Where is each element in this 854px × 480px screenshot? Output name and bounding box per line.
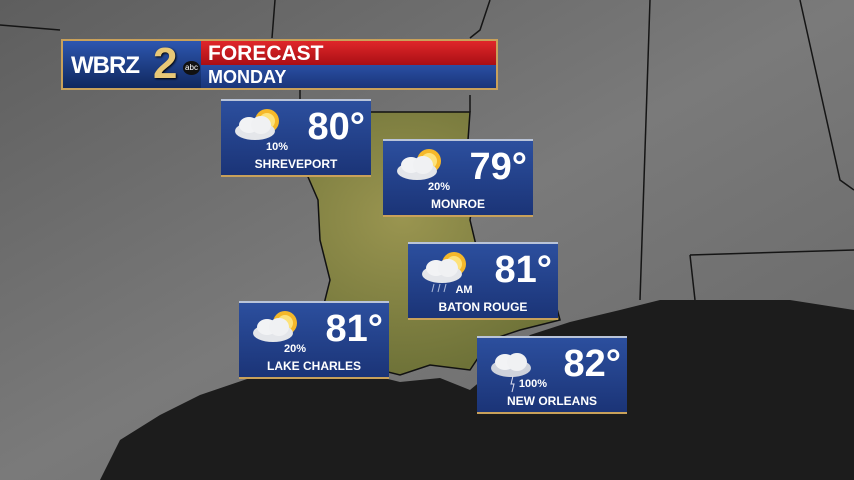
precip-chance: 100% <box>518 378 548 390</box>
temperature: 80° <box>307 106 365 148</box>
precip-chance: AM <box>455 284 473 296</box>
forecast-card-monroe: 79° 20% MONROE <box>383 139 533 217</box>
temperature: 81° <box>325 308 383 350</box>
city-name: MONROE <box>431 197 485 211</box>
city-name: BATON ROUGE <box>438 300 528 314</box>
temperature: 82° <box>563 343 621 385</box>
state-borders <box>0 0 854 301</box>
network-logo: abc <box>183 61 200 75</box>
header-day: MONDAY <box>208 67 287 87</box>
partly-cloudy-icon <box>253 311 297 342</box>
thunderstorm-icon <box>491 353 531 393</box>
city-name: LAKE CHARLES <box>266 359 361 373</box>
station-call-letters: WBRZ <box>71 52 140 79</box>
precip-chance: 20% <box>427 181 451 193</box>
city-name: SHREVEPORT <box>254 157 338 171</box>
partly-cloudy-icon <box>397 149 441 180</box>
city-name: NEW ORLEANS <box>507 394 597 408</box>
forecast-card-baton-rouge: 81° AM BATON ROUGE <box>408 242 558 320</box>
partly-cloudy-showers-icon <box>422 252 466 293</box>
forecast-card-lake-charles: 81° 20% LAKE CHARLES <box>239 301 389 379</box>
channel-number: 2 <box>153 39 178 88</box>
forecast-card-shreveport: 80° 10% SHREVEPORT <box>221 99 371 177</box>
forecast-header: WBRZ 2 abc FORECAST MONDAY <box>61 39 498 90</box>
day-bar: MONDAY <box>201 65 496 88</box>
title-bar: FORECAST <box>201 41 496 65</box>
partly-cloudy-icon <box>235 109 279 140</box>
temperature: 81° <box>494 249 552 291</box>
header-title: FORECAST <box>208 42 324 65</box>
precip-chance: 20% <box>283 343 307 355</box>
forecast-card-new-orleans: 82° 100% NEW ORLEANS <box>477 336 627 414</box>
station-logo: WBRZ 2 abc <box>63 41 201 88</box>
precip-chance: 10% <box>265 141 289 153</box>
temperature: 79° <box>469 146 527 188</box>
